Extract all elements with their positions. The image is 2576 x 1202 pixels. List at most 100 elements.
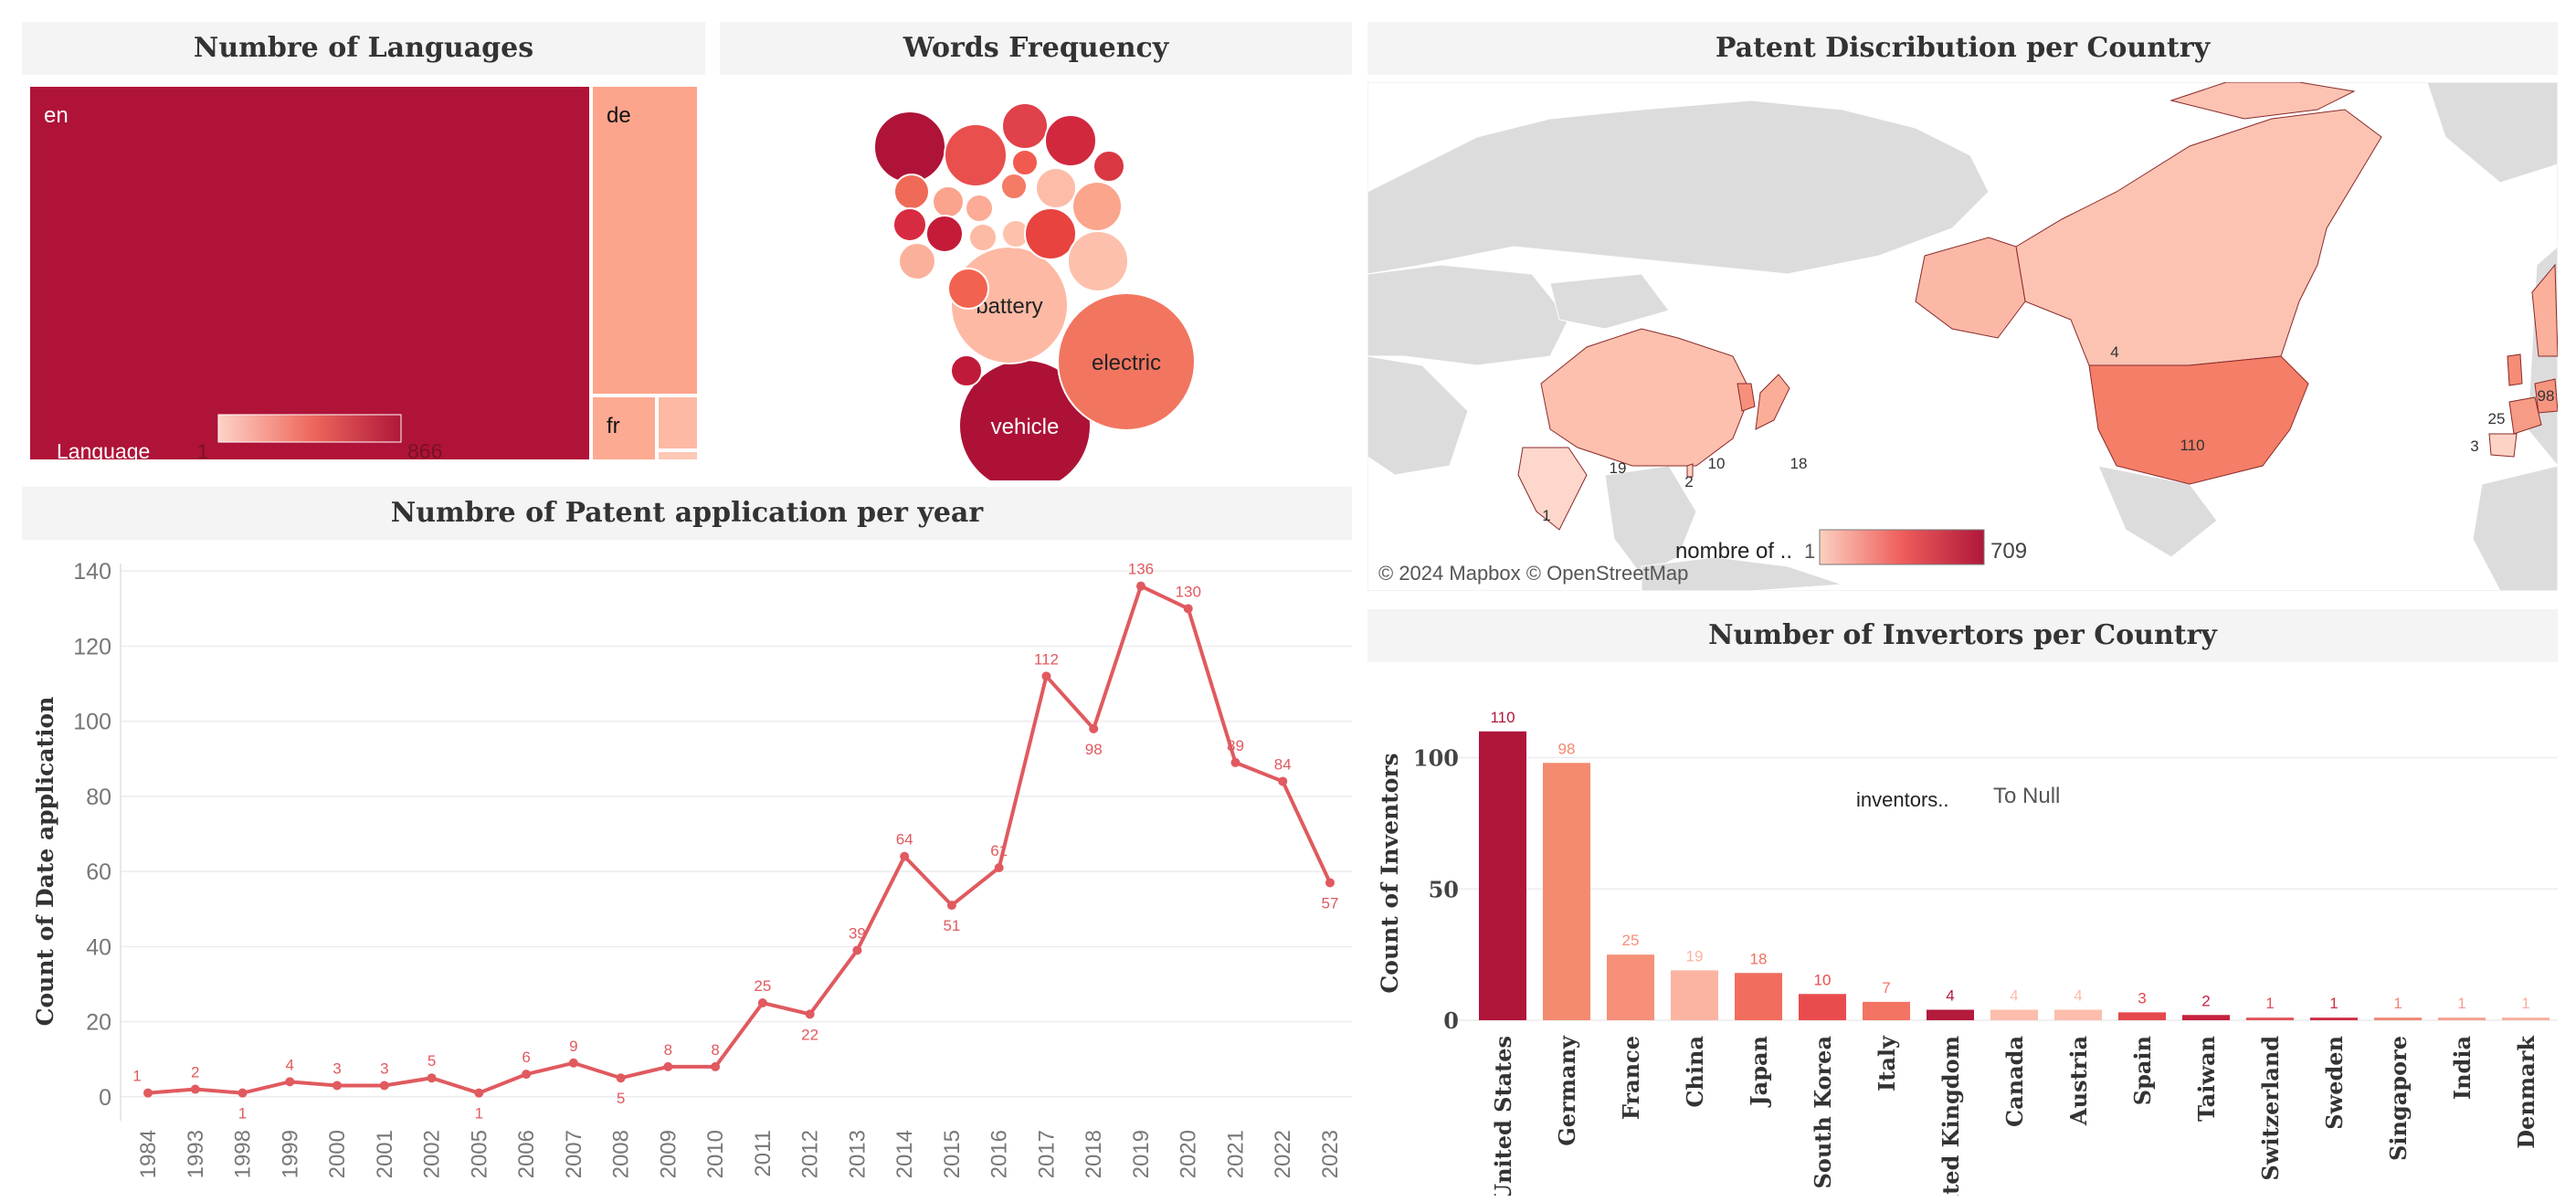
treemap-cell-de[interactable] (592, 86, 698, 395)
line-point[interactable] (947, 901, 956, 910)
bar-data-label: 4 (2074, 987, 2082, 1005)
bar-switzerland[interactable] (2246, 1017, 2294, 1020)
bar-united-states[interactable] (1479, 732, 1526, 1020)
bubble-word-18[interactable] (1025, 208, 1076, 259)
bar-austria[interactable] (2054, 1010, 2102, 1021)
bar-xtick: India (2449, 1036, 2476, 1100)
line-point[interactable] (569, 1059, 578, 1068)
languages-title: Numbre of Languages (22, 22, 705, 75)
line-data-label: 25 (754, 977, 771, 995)
line-point[interactable] (1041, 671, 1050, 680)
line-data-label: 64 (896, 831, 913, 849)
bar-united-kingdom[interactable] (1927, 1010, 1974, 1021)
bar-germany[interactable] (1543, 763, 1590, 1020)
bar-ylabel: Count of Inventors (1377, 753, 1403, 993)
bar-china[interactable] (1671, 970, 1718, 1020)
bubble-word-12[interactable] (1072, 182, 1122, 231)
line-data-label: 112 (1034, 650, 1059, 668)
bar-south-korea[interactable] (1799, 994, 1846, 1020)
bubble-word-20[interactable] (1093, 151, 1124, 182)
line-point[interactable] (995, 863, 1004, 872)
bar-sweden[interactable] (2310, 1017, 2358, 1020)
line-point[interactable] (285, 1077, 294, 1086)
bubble-word-4[interactable] (945, 124, 1007, 186)
bubble-word-15[interactable] (1012, 150, 1038, 175)
bubble-word-21[interactable] (948, 269, 988, 309)
line-data-label: 61 (990, 842, 1008, 859)
bubble-word-6[interactable] (1045, 115, 1096, 166)
treemap-cell-fr[interactable] (592, 396, 656, 460)
line-point[interactable] (1136, 582, 1145, 591)
bubble-word-14[interactable] (893, 208, 926, 241)
bar-denmark[interactable] (2502, 1017, 2550, 1020)
bar-france[interactable] (1607, 954, 1654, 1020)
line-point[interactable] (852, 945, 861, 954)
line-ytick: 120 (73, 634, 111, 659)
line-point[interactable] (663, 1062, 672, 1071)
map-panel: Patent Discribution per Country (1367, 22, 2558, 593)
line-ytick: 100 (73, 710, 111, 735)
bubble-word-11[interactable] (1036, 168, 1076, 208)
bubble-word-7[interactable] (894, 174, 929, 209)
bar-xtick: Sweden (2321, 1036, 2348, 1130)
bubble-word-19[interactable] (899, 243, 935, 279)
line-point[interactable] (617, 1073, 626, 1082)
line-point[interactable] (806, 1009, 815, 1018)
line-point[interactable] (900, 852, 909, 861)
bar-ytick: 50 (1429, 876, 1459, 902)
line-point[interactable] (1184, 604, 1193, 613)
line-xtick: 2005 (467, 1130, 491, 1178)
line-data-label: 57 (1322, 894, 1339, 912)
bar-taiwan[interactable] (2182, 1015, 2230, 1020)
line-point[interactable] (428, 1073, 437, 1082)
bar-singapore[interactable] (2374, 1017, 2422, 1020)
line-point[interactable] (522, 1070, 531, 1079)
region-uk (2507, 354, 2522, 385)
line-point[interactable] (758, 998, 767, 1007)
line-point[interactable] (143, 1089, 153, 1098)
line-xtick: 2014 (892, 1130, 917, 1178)
bar-italy[interactable] (1863, 1002, 1910, 1020)
bar-japan[interactable] (1735, 973, 1782, 1020)
bar-canada[interactable] (1990, 1010, 2038, 1021)
line-point[interactable] (1325, 878, 1335, 887)
line-point[interactable] (1278, 776, 1287, 786)
line-xtick: 1998 (231, 1130, 256, 1178)
bubble-word-10[interactable] (1001, 174, 1027, 199)
line-data-label: 2 (191, 1064, 199, 1081)
map-attribution[interactable]: © 2024 Mapbox © OpenStreetMap (1378, 562, 1688, 585)
bubble-word-9[interactable] (966, 195, 993, 222)
bar-xtick: China (1682, 1036, 1708, 1108)
treemap-cell-minor-3[interactable] (658, 396, 698, 449)
patent-map[interactable]: 11041911810298253 nombre of .. 1 709 © 2… (1367, 82, 2558, 591)
map-value-canada: 4 (2110, 343, 2118, 361)
line-point[interactable] (1089, 724, 1098, 733)
line-data-label: 9 (569, 1038, 577, 1055)
yearly-title: Numbre of Patent application per year (22, 487, 1352, 540)
bubble-word-8[interactable] (933, 186, 964, 217)
line-point[interactable] (474, 1089, 483, 1098)
line-data-label: 3 (380, 1060, 388, 1077)
bar-india[interactable] (2438, 1017, 2486, 1020)
bubble-word-13[interactable] (926, 216, 963, 252)
bubble-word-3[interactable] (874, 111, 945, 183)
bar-spain[interactable] (2118, 1012, 2166, 1020)
treemap-cell-minor-4[interactable] (658, 451, 698, 460)
line-point[interactable] (333, 1081, 342, 1090)
line-point[interactable] (238, 1089, 248, 1098)
line-point[interactable] (380, 1081, 389, 1090)
line-point[interactable] (711, 1062, 720, 1071)
bubble-word-5[interactable] (1002, 103, 1048, 149)
map-title: Patent Discribution per Country (1367, 22, 2558, 75)
bubble-word-22[interactable] (1068, 231, 1128, 291)
line-point[interactable] (1230, 758, 1240, 767)
bubble-word-16[interactable] (969, 224, 997, 251)
bubble-word-23[interactable] (951, 355, 982, 386)
line-data-label: 1 (238, 1105, 247, 1123)
region-spain (2489, 434, 2517, 457)
treemap-cell-en[interactable] (29, 86, 590, 460)
bar-data-label: 1 (2393, 995, 2402, 1012)
line-point[interactable] (191, 1085, 200, 1094)
treemap-label-en: en (44, 103, 69, 128)
line-data-label: 39 (849, 924, 866, 942)
